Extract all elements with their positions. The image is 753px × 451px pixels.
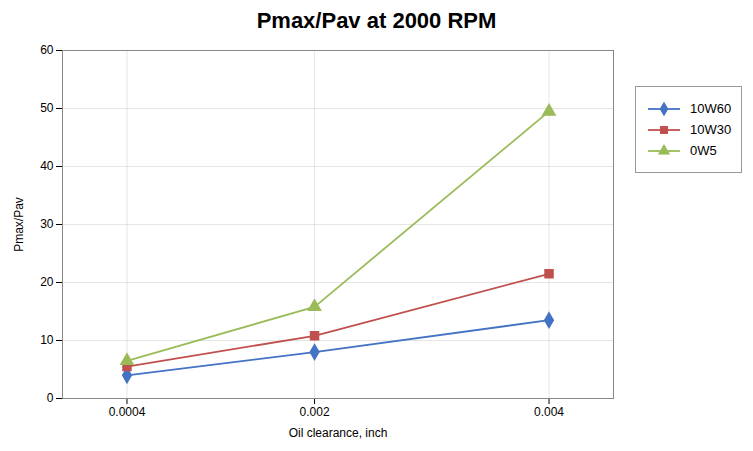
svg-text:Oil clearance, inch: Oil clearance, inch xyxy=(289,426,388,440)
html-text:0W5: 0W5 xyxy=(690,143,717,158)
svg-text:0.004: 0.004 xyxy=(534,405,564,419)
html-text:10W30: 10W30 xyxy=(690,122,732,137)
svg-text:20: 20 xyxy=(40,275,54,289)
html-text:10W60: 10W60 xyxy=(690,101,732,116)
html-text:Pmax/Pav at 2000 RPM: Pmax/Pav at 2000 RPM xyxy=(256,8,497,33)
svg-text:10: 10 xyxy=(40,333,54,347)
svg-text:0: 0 xyxy=(47,391,54,405)
svg-text:0.002: 0.002 xyxy=(300,405,330,419)
svg-text:Pmax/Pav: Pmax/Pav xyxy=(12,197,26,252)
svg-text:30: 30 xyxy=(40,217,54,231)
svg-text:60: 60 xyxy=(40,43,54,57)
svg-text:0.0004: 0.0004 xyxy=(109,405,146,419)
svg-text:50: 50 xyxy=(40,101,54,115)
svg-text:40: 40 xyxy=(40,159,54,173)
